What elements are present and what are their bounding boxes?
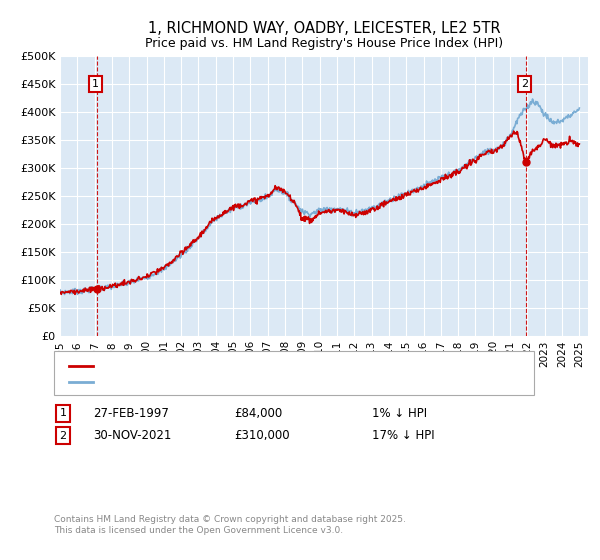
Text: 1: 1 bbox=[92, 79, 99, 89]
Text: 2: 2 bbox=[59, 431, 67, 441]
Text: 1, RICHMOND WAY, OADBY, LEICESTER, LE2 5TR (detached house): 1, RICHMOND WAY, OADBY, LEICESTER, LE2 5… bbox=[98, 361, 468, 371]
Text: 2: 2 bbox=[521, 79, 528, 89]
Text: HPI: Average price, detached house, Oadby and Wigston: HPI: Average price, detached house, Oadb… bbox=[98, 377, 413, 387]
Text: Contains HM Land Registry data © Crown copyright and database right 2025.
This d: Contains HM Land Registry data © Crown c… bbox=[54, 515, 406, 535]
Text: 1: 1 bbox=[59, 408, 67, 418]
Text: 1% ↓ HPI: 1% ↓ HPI bbox=[372, 407, 427, 420]
Text: 27-FEB-1997: 27-FEB-1997 bbox=[93, 407, 169, 420]
Text: 17% ↓ HPI: 17% ↓ HPI bbox=[372, 429, 434, 442]
Text: £310,000: £310,000 bbox=[234, 429, 290, 442]
Text: 30-NOV-2021: 30-NOV-2021 bbox=[93, 429, 172, 442]
Text: 1, RICHMOND WAY, OADBY, LEICESTER, LE2 5TR: 1, RICHMOND WAY, OADBY, LEICESTER, LE2 5… bbox=[148, 21, 500, 36]
Text: Price paid vs. HM Land Registry's House Price Index (HPI): Price paid vs. HM Land Registry's House … bbox=[145, 38, 503, 50]
Text: £84,000: £84,000 bbox=[234, 407, 282, 420]
